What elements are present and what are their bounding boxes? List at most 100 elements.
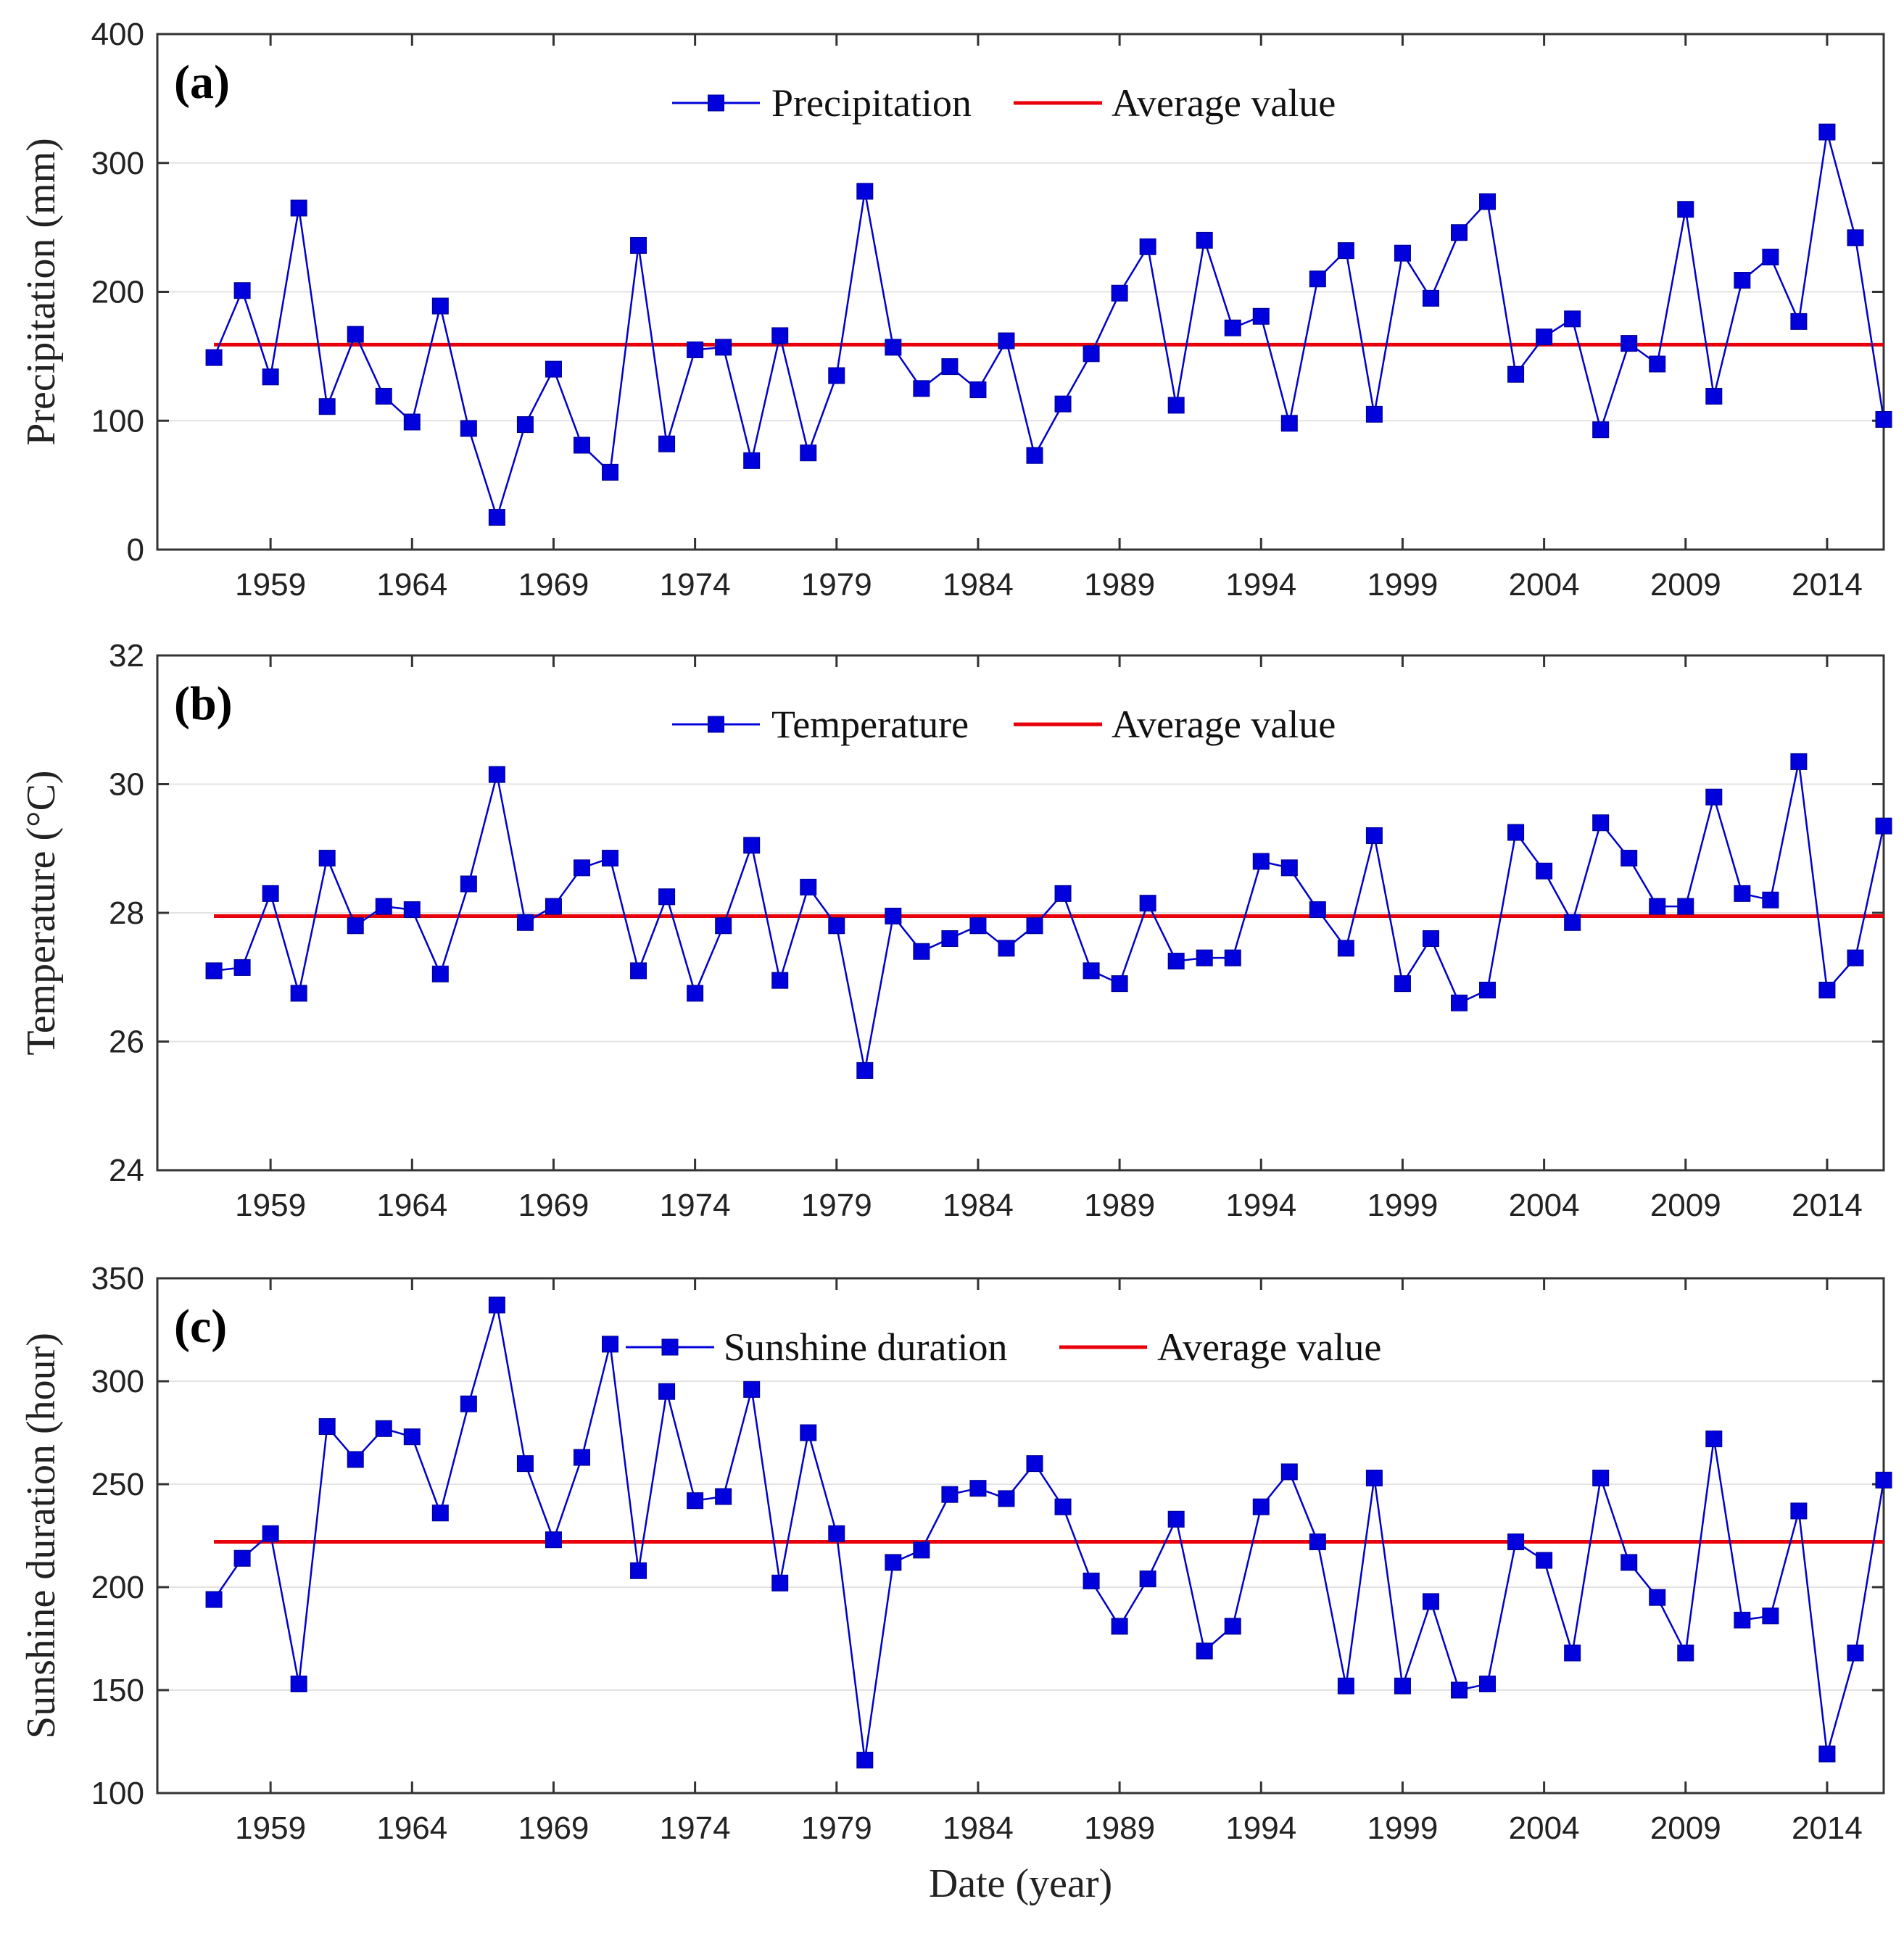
chart-panel-2: 24 26 28 30 32 1959 1964 1969 1974 1979 1984 1989 19… — [19, 638, 1892, 1223]
data-point-marker — [545, 360, 562, 378]
x-tick-label: 1969 — [518, 567, 589, 603]
data-point-marker — [460, 1395, 477, 1412]
data-point-marker — [1026, 1455, 1043, 1473]
data-point-marker — [856, 1752, 874, 1769]
data-point-marker — [969, 381, 987, 399]
data-point-marker — [516, 914, 534, 931]
data-point-marker — [856, 183, 874, 200]
x-tick-label: 1964 — [376, 1810, 447, 1846]
x-tick-label: 1999 — [1367, 1810, 1438, 1846]
data-point-marker — [431, 297, 449, 315]
data-point-marker — [516, 1455, 534, 1473]
x-tick-label: 2009 — [1650, 567, 1721, 603]
data-point-marker — [1847, 949, 1864, 966]
chart-panel-3: 100 150 200 250 300 350 1959 1964 1969 1974 1979 19… — [19, 1261, 1892, 1906]
data-point-marker — [1677, 201, 1694, 218]
y-tick-label: 300 — [91, 1364, 144, 1399]
data-point-marker — [233, 959, 251, 976]
legend-series-label: Precipitation — [771, 81, 972, 125]
data-point-marker — [1394, 975, 1411, 993]
x-tick-label: 1969 — [518, 1188, 589, 1223]
data-point-marker — [375, 1420, 392, 1437]
data-point-marker — [1734, 885, 1751, 902]
data-point-marker — [1083, 345, 1100, 363]
data-point-marker — [1536, 862, 1553, 879]
data-point-marker — [941, 1486, 959, 1503]
x-tick-label: 1974 — [660, 1188, 731, 1223]
data-point-marker — [913, 943, 930, 960]
axes-frame — [156, 654, 1885, 1172]
data-point-marker — [1451, 1681, 1468, 1699]
data-point-marker — [573, 436, 590, 454]
data-point-marker — [998, 1490, 1015, 1507]
x-tick-label: 2014 — [1792, 567, 1863, 603]
y-tick-label: 100 — [91, 1776, 144, 1811]
data-point-marker — [1762, 1607, 1779, 1625]
data-point-marker — [630, 962, 647, 980]
data-point-marker — [1875, 817, 1892, 835]
data-point-marker — [771, 1574, 789, 1591]
data-point-marker — [856, 1061, 874, 1079]
data-point-marker — [602, 463, 619, 481]
data-point-marker — [771, 327, 789, 344]
data-point-marker — [1621, 1554, 1638, 1571]
data-point-marker — [630, 1562, 647, 1579]
panel-label: (c) — [174, 1300, 227, 1353]
data-point-marker — [318, 850, 336, 867]
data-point-marker — [403, 901, 421, 919]
data-point-marker — [1167, 953, 1185, 970]
y-tick-label: 0 — [127, 532, 144, 568]
data-point-marker — [1224, 949, 1241, 966]
x-tick-label: 1964 — [376, 1188, 447, 1223]
data-point-marker — [1847, 1644, 1864, 1662]
data-point-marker — [1337, 940, 1354, 957]
data-point-marker — [262, 885, 279, 902]
data-point-marker — [1139, 238, 1156, 255]
x-tick-label: 1994 — [1225, 567, 1296, 603]
y-tick-label: 24 — [109, 1153, 144, 1188]
x-tick-label: 2004 — [1509, 567, 1580, 603]
data-point-marker — [1054, 1498, 1072, 1515]
data-point-marker — [1564, 310, 1581, 328]
x-tick-label: 1984 — [943, 1188, 1014, 1223]
data-point-marker — [1196, 231, 1213, 249]
data-point-marker — [1422, 930, 1439, 947]
x-tick-label: 1959 — [235, 567, 306, 603]
data-point-marker — [1677, 898, 1694, 915]
data-point-marker — [347, 326, 364, 343]
data-point-marker — [885, 907, 902, 924]
y-tick-label: 30 — [109, 767, 144, 803]
data-point-marker — [460, 420, 477, 437]
data-point-marker — [743, 837, 761, 854]
data-point-marker — [431, 965, 449, 982]
y-tick-label: 200 — [91, 1570, 144, 1605]
data-point-marker — [800, 1424, 817, 1441]
data-point-marker — [1252, 307, 1270, 325]
data-point-marker — [1309, 1533, 1326, 1551]
panel-label: (b) — [174, 677, 233, 730]
data-point-marker — [488, 1296, 505, 1314]
data-point-marker — [375, 898, 392, 915]
data-point-marker — [885, 339, 902, 356]
y-tick-label: 250 — [91, 1467, 144, 1502]
data-point-marker — [1762, 891, 1779, 908]
data-point-marker — [1507, 824, 1525, 841]
data-point-marker — [1705, 387, 1723, 405]
y-axis-title: Sunshine duration (hour) — [19, 1333, 64, 1739]
y-axis-title: Temperature (°C) — [19, 770, 64, 1055]
data-point-marker — [545, 1531, 562, 1549]
data-point-marker — [403, 1428, 421, 1446]
legend-series-marker — [708, 716, 724, 733]
data-point-marker — [1451, 224, 1468, 241]
data-point-marker — [1536, 328, 1553, 346]
data-point-marker — [715, 1488, 732, 1505]
data-point-marker — [1451, 994, 1468, 1011]
x-tick-label: 1969 — [518, 1810, 589, 1846]
data-point-marker — [715, 917, 732, 935]
axes-frame — [156, 1277, 1885, 1795]
data-point-marker — [347, 917, 364, 935]
data-point-marker — [1649, 355, 1666, 373]
data-point-marker — [998, 940, 1015, 957]
data-point-marker — [828, 917, 845, 935]
x-tick-label: 1974 — [660, 1810, 731, 1846]
